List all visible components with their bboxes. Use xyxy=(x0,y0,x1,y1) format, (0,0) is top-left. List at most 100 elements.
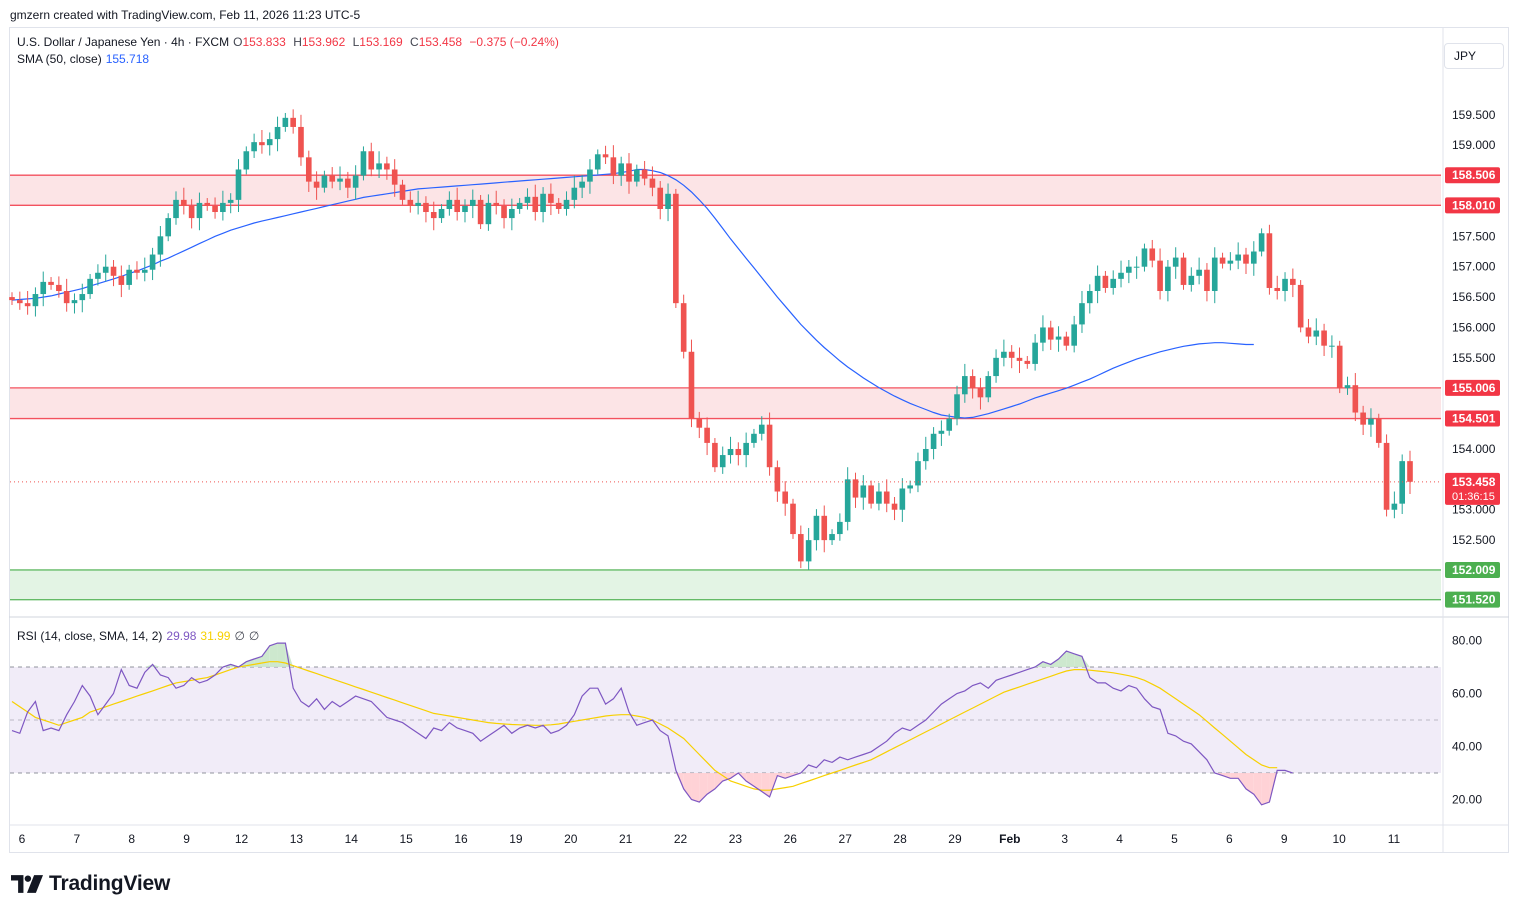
badge-layer: 158.506 158.010 155.006 154.501 152.009 151.5… xyxy=(1445,167,1500,608)
time-tick-label: 7 xyxy=(74,832,81,846)
candle-body xyxy=(454,199,460,213)
time-tick-label: 6 xyxy=(19,832,26,846)
candle-body xyxy=(891,503,898,510)
time-tick-label: 23 xyxy=(729,832,743,846)
candle-body xyxy=(868,485,874,504)
candle-body xyxy=(40,281,47,295)
candle xyxy=(399,179,406,205)
candle xyxy=(719,446,726,474)
countdown-label: 01:36:15 xyxy=(1452,491,1495,503)
candle-body xyxy=(181,199,187,206)
candle xyxy=(1290,268,1296,298)
candle xyxy=(1040,315,1046,352)
candle-body xyxy=(48,281,54,285)
candle-body xyxy=(79,294,86,301)
candles-layer xyxy=(9,109,1441,570)
candle-body xyxy=(509,208,515,219)
candle-body xyxy=(993,357,999,377)
zone-support-2 xyxy=(10,569,1441,600)
candle xyxy=(274,116,281,152)
candle-body xyxy=(954,394,960,419)
candle xyxy=(532,184,539,221)
candle xyxy=(454,187,460,221)
candle-body xyxy=(1180,257,1187,285)
rsi-extra-1: ∅ xyxy=(234,629,245,643)
currency-button[interactable]: JPY xyxy=(1444,43,1504,69)
time-tick-label: 3 xyxy=(1061,832,1068,846)
rsi-legend[interactable]: RSI (14, close, SMA, 14, 2) 29.98 31.99 ∅ ∅ xyxy=(17,628,263,644)
candle-body xyxy=(173,199,179,219)
candle xyxy=(579,174,585,199)
candle xyxy=(782,481,789,516)
rsi-oversold-fill xyxy=(1230,773,1239,779)
tradingview-logo[interactable]: TradingView xyxy=(11,872,170,896)
zone-price-badge-bg xyxy=(1445,379,1500,396)
candle-body xyxy=(102,266,109,273)
candle-body xyxy=(1383,442,1390,510)
candle xyxy=(766,412,773,476)
candle-body xyxy=(95,272,101,279)
low-label: L xyxy=(352,35,360,49)
rsi-oversold-fill xyxy=(699,773,708,803)
open-value: 153.833 xyxy=(242,35,286,49)
candle-body xyxy=(126,269,132,285)
candle xyxy=(790,498,796,539)
candle-body xyxy=(657,187,664,209)
candle-body xyxy=(485,202,492,225)
candle xyxy=(251,133,257,158)
candle-body xyxy=(821,515,828,541)
candle-body xyxy=(1290,278,1296,285)
sma-line xyxy=(11,168,1254,419)
candle-body xyxy=(712,442,718,468)
candle-body xyxy=(1094,275,1101,292)
candle-body xyxy=(251,142,257,152)
time-tick-label: 10 xyxy=(1332,832,1346,846)
candle-body xyxy=(430,212,437,219)
rsi-oversold-fill xyxy=(1245,773,1254,795)
candle-body xyxy=(423,202,429,213)
candle xyxy=(977,377,984,410)
candle-body xyxy=(579,181,585,188)
candle xyxy=(1118,260,1124,288)
zone-price-badge: 155.006 xyxy=(1452,381,1496,395)
candle-body xyxy=(860,485,867,498)
candle xyxy=(56,276,62,298)
candle-body xyxy=(1243,254,1249,264)
high-label: H xyxy=(293,35,302,49)
candle-body xyxy=(1172,257,1179,267)
sma-layer xyxy=(11,168,1254,419)
sma-legend[interactable]: SMA (50, close) 155.718 xyxy=(17,51,153,67)
candle-body xyxy=(1297,284,1304,328)
candle-body xyxy=(1008,351,1015,358)
candle xyxy=(24,291,31,315)
candle-body xyxy=(1001,351,1007,358)
candle-body xyxy=(1360,412,1366,425)
candle-body xyxy=(524,196,531,203)
candle-body xyxy=(165,218,172,237)
time-tick-label: 6 xyxy=(1226,832,1233,846)
candle-body xyxy=(157,236,164,255)
time-tick-label: 12 xyxy=(235,832,249,846)
candle xyxy=(1126,260,1132,284)
candle xyxy=(1157,248,1163,300)
candle-body xyxy=(977,388,984,398)
candle-body xyxy=(633,169,640,182)
candle xyxy=(1196,257,1202,285)
candle xyxy=(1266,224,1273,295)
candle xyxy=(907,480,913,494)
price-tick-label: 155.500 xyxy=(1452,351,1496,365)
symbol-title[interactable]: U.S. Dollar / Japanese Yen · 4h · FXCM xyxy=(17,35,230,49)
candle xyxy=(345,171,351,199)
candle-body xyxy=(243,151,250,170)
candle-body xyxy=(735,448,742,456)
candle xyxy=(954,385,960,426)
close-value: 153.458 xyxy=(418,35,463,49)
time-tick-label: 4 xyxy=(1116,832,1123,846)
candle xyxy=(1008,345,1015,369)
time-tick-label: 9 xyxy=(183,832,190,846)
candle-body xyxy=(220,202,226,213)
candle xyxy=(1172,247,1179,279)
candle xyxy=(641,160,648,186)
candle-body xyxy=(587,169,593,182)
